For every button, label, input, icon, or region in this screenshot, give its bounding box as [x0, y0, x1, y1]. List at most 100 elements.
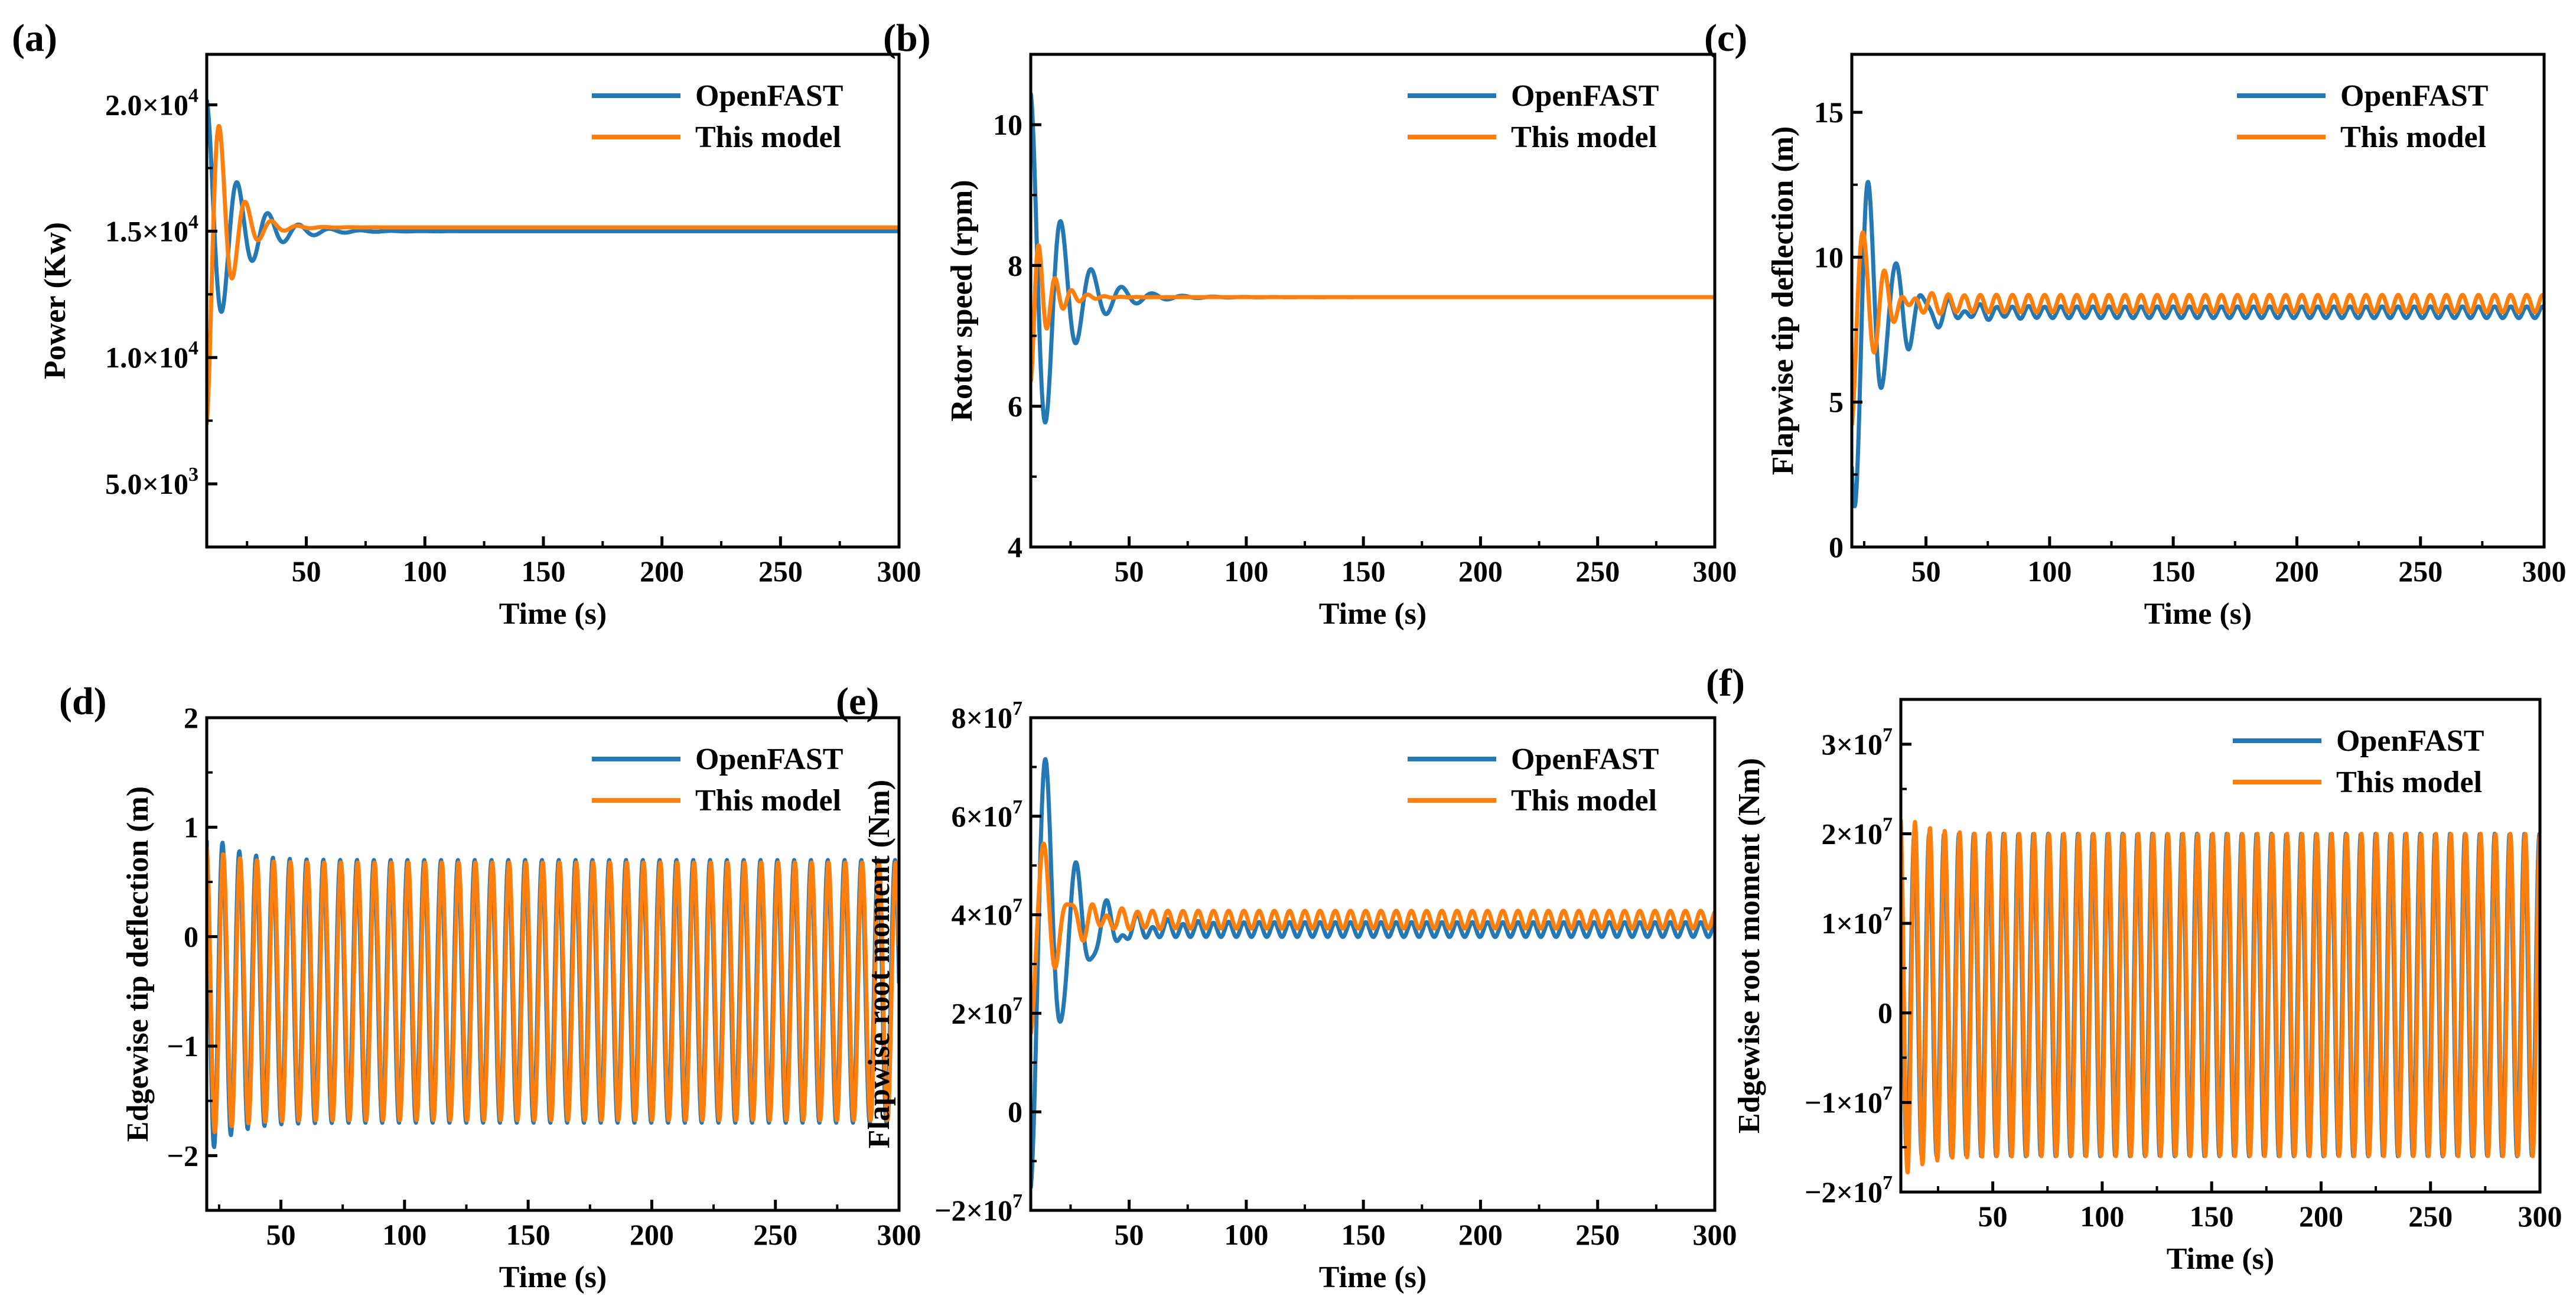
- x-tick-label-e: 100: [1224, 1218, 1268, 1251]
- x-axis-label-b: Time (s): [1319, 597, 1427, 631]
- y-tick-label-e: 6×107: [952, 796, 1023, 833]
- y-tick-label-c: 15: [1814, 96, 1844, 129]
- y-tick-label-c: 0: [1829, 530, 1844, 564]
- plot-frame-d: [205, 716, 901, 1212]
- legend-entry-e-1: This model: [1511, 784, 1657, 818]
- legend-e: OpenFAST This model: [1408, 743, 1659, 818]
- y-tick-label-f: 3×107: [1822, 724, 1893, 761]
- legend-entry-a-0: OpenFAST: [695, 79, 843, 113]
- y-tick-label-d: −2: [167, 1139, 199, 1172]
- x-tick-label-b: 100: [1224, 555, 1268, 588]
- panel-c: 50 100 150 200 250 300 0 5 10 15 Time (s) Flapwise …: [1704, 17, 2567, 631]
- x-tick-label-d: 50: [266, 1218, 296, 1251]
- y-axis-label-e: Flapwise root moment (Nm): [862, 780, 896, 1148]
- y-tick-mantissa-e: 6×10: [952, 800, 1013, 833]
- x-tick-label-e: 150: [1341, 1218, 1386, 1251]
- y-tick-label-b: 4: [1008, 530, 1022, 564]
- series-line-f-1: [1901, 819, 2540, 1175]
- legend-entry-b-1: This model: [1511, 121, 1657, 154]
- x-tick-label-c: 200: [2275, 555, 2319, 588]
- y-tick-label-b: 10: [993, 108, 1022, 141]
- y-tick-mantissa-a: 2.0×10: [105, 89, 188, 122]
- y-tick-label-e: 0: [1008, 1095, 1022, 1128]
- x-tick-label-f: 50: [1978, 1200, 2008, 1233]
- panel-label-a: (a): [12, 17, 57, 60]
- series-line-b-1: [1031, 243, 1715, 382]
- y-tick-label-f: −2×107: [1805, 1172, 1893, 1209]
- y-axis-label-d: Edgewise tip deflection (m): [121, 786, 155, 1142]
- y-tick-exponent-a: 4: [188, 337, 198, 359]
- x-tick-label-b: 200: [1458, 555, 1503, 588]
- series-line-c-0: [1852, 180, 2544, 509]
- y-tick-label-a: 2.0×104: [105, 85, 198, 122]
- y-tick-exponent-e: 7: [1012, 993, 1022, 1015]
- y-tick-mantissa-f: 0: [1878, 997, 1893, 1030]
- x-tick-label-a: 250: [758, 555, 803, 588]
- series-line-e-1: [1031, 841, 1715, 1034]
- y-tick-mantissa-e: 0: [1008, 1095, 1022, 1128]
- x-tick-label-c: 100: [2027, 555, 2072, 588]
- x-tick-label-f: 150: [2190, 1200, 2234, 1233]
- x-axis-label-c: Time (s): [2144, 597, 2252, 631]
- x-tick-label-a: 50: [292, 555, 321, 588]
- x-tick-label-f: 200: [2299, 1200, 2343, 1233]
- y-tick-exponent-e: 7: [1012, 1190, 1022, 1212]
- y-tick-label-d: 0: [184, 920, 198, 953]
- y-axis-label-f: Edgewise root moment (Nm): [1732, 758, 1766, 1134]
- y-tick-label-e: 2×107: [952, 993, 1023, 1030]
- y-tick-mantissa-e: 8×10: [952, 701, 1013, 734]
- y-tick-label-d: 2: [184, 701, 198, 734]
- y-tick-exponent-a: 4: [188, 85, 198, 107]
- y-tick-label-f: 2×107: [1822, 813, 1893, 850]
- x-tick-label-b: 50: [1115, 555, 1144, 588]
- x-tick-label-f: 300: [2518, 1200, 2562, 1233]
- y-tick-label-b: 8: [1008, 249, 1022, 282]
- y-tick-label-d: 1: [184, 810, 198, 844]
- legend-entry-f-1: This model: [2336, 766, 2482, 799]
- panel-label-f: (f): [1706, 662, 1745, 705]
- x-tick-label-c: 250: [2398, 555, 2443, 588]
- series-line-a-0: [207, 99, 899, 314]
- plot-frame-f: [1899, 698, 2542, 1194]
- legend-entry-c-0: OpenFAST: [2340, 79, 2488, 113]
- x-tick-label-c: 50: [1911, 555, 1941, 588]
- y-tick-exponent-f: 7: [1883, 1172, 1893, 1194]
- y-tick-label-c: 5: [1829, 386, 1844, 419]
- y-tick-mantissa-f: 2×10: [1822, 817, 1883, 850]
- x-tick-label-d: 300: [877, 1218, 921, 1251]
- x-tick-label-d: 100: [382, 1218, 426, 1251]
- x-tick-label-f: 100: [2080, 1200, 2124, 1233]
- y-tick-exponent-e: 7: [1012, 895, 1022, 917]
- y-tick-label-f: 0: [1878, 997, 1893, 1030]
- x-tick-label-e: 200: [1458, 1218, 1503, 1251]
- y-tick-exponent-a: 3: [188, 464, 198, 486]
- legend-f: OpenFAST This model: [2233, 724, 2484, 799]
- x-tick-label-e: 300: [1693, 1218, 1737, 1251]
- y-tick-label-f: 1×107: [1822, 903, 1893, 940]
- y-tick-label-a: 5.0×103: [105, 464, 198, 500]
- y-tick-mantissa-e: 4×10: [952, 898, 1013, 932]
- y-tick-label-e: 8×107: [952, 698, 1023, 734]
- y-tick-label-f: −1×107: [1805, 1082, 1893, 1119]
- legend-entry-d-0: OpenFAST: [695, 743, 843, 776]
- y-tick-mantissa-f: −1×10: [1805, 1086, 1883, 1119]
- y-tick-label-d: −1: [167, 1030, 199, 1063]
- y-tick-exponent-a: 4: [188, 211, 198, 233]
- y-axis-label-c: Flapwise tip deflection (m): [1766, 126, 1800, 476]
- legend-entry-a-1: This model: [695, 121, 841, 154]
- y-tick-mantissa-e: 2×10: [952, 997, 1013, 1030]
- x-axis-label-e: Time (s): [1319, 1261, 1427, 1294]
- x-tick-label-f: 250: [2408, 1200, 2453, 1233]
- x-axis-label-d: Time (s): [499, 1261, 607, 1294]
- y-tick-exponent-f: 7: [1883, 1082, 1893, 1104]
- y-tick-exponent-e: 7: [1012, 796, 1022, 818]
- y-axis-label-b: Rotor speed (rpm): [945, 180, 979, 421]
- legend-entry-f-0: OpenFAST: [2336, 724, 2484, 758]
- plot-frame-c: [1850, 53, 2546, 549]
- legend-entry-d-1: This model: [695, 784, 841, 818]
- plot-frame-a: [205, 53, 901, 549]
- x-tick-label-b: 300: [1693, 555, 1737, 588]
- x-axis-label-a: Time (s): [499, 597, 607, 631]
- series-line-a-1: [207, 123, 899, 425]
- y-tick-exponent-f: 7: [1883, 903, 1893, 925]
